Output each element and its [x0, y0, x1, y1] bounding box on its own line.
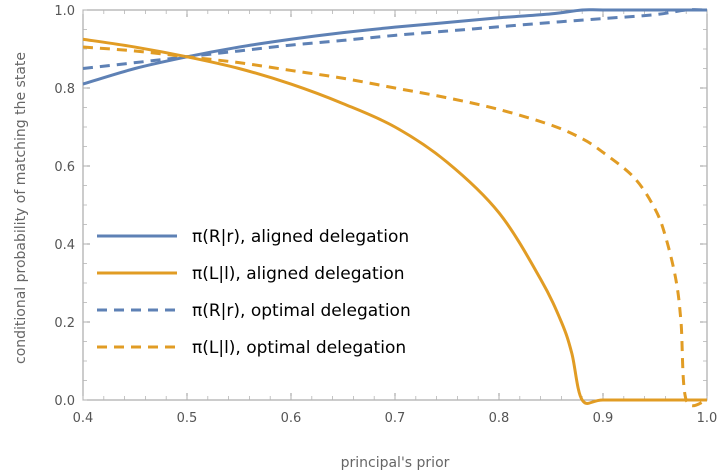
series-line-1 — [82, 8, 707, 86]
x-tick-label: 0.6 — [281, 411, 302, 426]
x-tick-label: 1.0 — [697, 411, 718, 426]
series-line-2 — [82, 37, 707, 405]
legend-label-1: π(R|r), aligned delegation — [192, 227, 409, 247]
y-tick-label: 0.4 — [54, 238, 75, 253]
legend-label-2: π(L|l), aligned delegation — [192, 264, 405, 284]
y-tick-label: 0.0 — [54, 394, 75, 409]
x-tick-label: 0.9 — [593, 411, 614, 426]
y-tick-label: 0.2 — [54, 316, 75, 331]
series-lines — [82, 8, 708, 408]
series-line-4 — [82, 45, 708, 408]
legend: π(R|r), aligned delegation π(L|l), aligne… — [97, 227, 411, 358]
x-tick-label: 0.7 — [385, 411, 406, 426]
x-axis-label: principal's prior — [341, 455, 450, 471]
y-tick-label: 1.0 — [54, 4, 75, 19]
y-axis-label: conditional probability of matching the … — [13, 52, 29, 364]
x-tick-label: 0.5 — [177, 411, 198, 426]
x-tick-label: 0.8 — [489, 411, 510, 426]
axis-ticks: 0.4 0.5 0.6 0.7 0.8 0.9 1.0 0.0 0.2 0.4 0.6 0.8 1.0 — [54, 4, 717, 426]
legend-label-4: π(L|l), optimal delegation — [192, 338, 406, 358]
x-tick-label: 0.4 — [73, 411, 94, 426]
y-tick-label: 0.6 — [54, 160, 75, 175]
legend-label-3: π(R|r), optimal delegation — [192, 301, 411, 321]
y-tick-label: 0.8 — [54, 82, 75, 97]
